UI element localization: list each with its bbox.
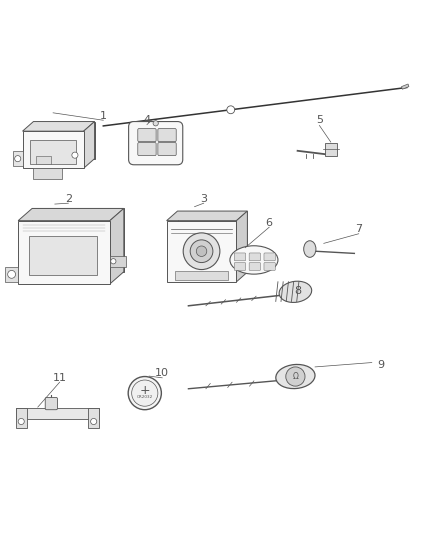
Ellipse shape [279, 281, 312, 302]
Ellipse shape [230, 246, 278, 274]
Polygon shape [35, 156, 51, 164]
Polygon shape [166, 221, 237, 282]
Circle shape [111, 259, 116, 264]
Polygon shape [18, 221, 110, 284]
Circle shape [18, 418, 24, 425]
Polygon shape [33, 122, 95, 159]
Polygon shape [110, 256, 126, 266]
Polygon shape [33, 168, 62, 179]
Circle shape [183, 233, 220, 270]
Circle shape [8, 270, 15, 278]
Ellipse shape [276, 365, 315, 389]
Circle shape [72, 152, 78, 158]
Text: 6: 6 [266, 218, 273, 228]
FancyBboxPatch shape [234, 253, 246, 261]
Text: CR2032: CR2032 [137, 395, 153, 399]
FancyBboxPatch shape [234, 263, 246, 270]
Text: 9: 9 [377, 360, 384, 370]
Text: 7: 7 [355, 224, 362, 235]
FancyBboxPatch shape [264, 263, 276, 270]
FancyBboxPatch shape [138, 142, 156, 156]
Polygon shape [402, 84, 409, 89]
Text: 10: 10 [155, 368, 169, 378]
Circle shape [196, 246, 207, 256]
Circle shape [14, 156, 21, 161]
Polygon shape [5, 268, 18, 282]
Circle shape [153, 120, 158, 126]
Polygon shape [29, 236, 97, 275]
Circle shape [132, 380, 158, 406]
Ellipse shape [304, 241, 316, 257]
Polygon shape [88, 408, 99, 428]
Polygon shape [30, 140, 76, 164]
Text: 11: 11 [53, 373, 67, 383]
Polygon shape [177, 211, 247, 272]
Polygon shape [22, 131, 84, 168]
Polygon shape [110, 208, 124, 284]
Polygon shape [84, 122, 95, 168]
Circle shape [91, 418, 97, 425]
Circle shape [128, 376, 161, 410]
FancyBboxPatch shape [249, 263, 261, 270]
Polygon shape [32, 208, 124, 272]
Polygon shape [13, 151, 22, 166]
Text: +: + [139, 384, 150, 398]
Text: 3: 3 [200, 194, 207, 204]
Polygon shape [16, 408, 99, 419]
Polygon shape [18, 208, 124, 221]
Circle shape [190, 240, 213, 263]
FancyBboxPatch shape [264, 253, 276, 261]
Polygon shape [325, 143, 337, 156]
Text: 8: 8 [294, 286, 301, 295]
Polygon shape [237, 211, 247, 282]
Text: 4: 4 [143, 115, 151, 125]
Polygon shape [175, 271, 228, 280]
Circle shape [227, 106, 235, 114]
Circle shape [286, 367, 305, 386]
Polygon shape [166, 211, 247, 221]
Text: Ω: Ω [293, 372, 298, 381]
FancyBboxPatch shape [129, 122, 183, 165]
FancyBboxPatch shape [45, 398, 57, 410]
FancyBboxPatch shape [249, 253, 261, 261]
Text: 2: 2 [65, 194, 72, 204]
Polygon shape [16, 408, 27, 428]
Text: 1: 1 [100, 111, 107, 121]
Text: 5: 5 [316, 115, 323, 125]
FancyBboxPatch shape [158, 128, 176, 142]
FancyBboxPatch shape [138, 128, 156, 142]
FancyBboxPatch shape [158, 142, 176, 156]
Polygon shape [22, 122, 95, 131]
